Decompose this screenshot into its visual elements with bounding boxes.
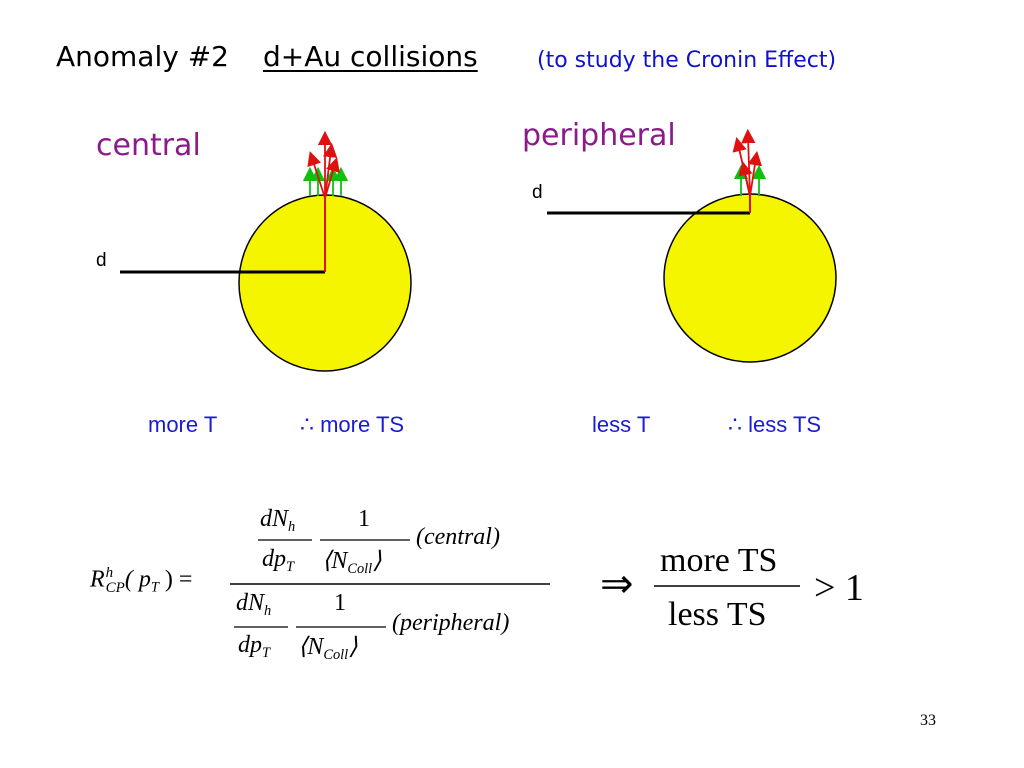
peripheral-nucleus <box>663 193 837 363</box>
den-ncoll: ⟨NColl⟩ <box>298 634 358 664</box>
slide-title: Anomaly #2 d+Au collisions <box>56 40 478 73</box>
den-dp: dpT <box>238 632 271 662</box>
peripheral-d-label: d <box>532 182 543 203</box>
title-main: d+Au collisions <box>263 40 478 73</box>
formula-fraction-bars <box>230 539 800 628</box>
central-diagram <box>120 130 412 372</box>
slide-subtitle: (to study the Cronin Effect) <box>537 48 837 73</box>
central-d-label: d <box>96 250 107 271</box>
den-dN: dNh <box>236 590 272 620</box>
num-one: 1 <box>358 506 370 532</box>
title-prefix: Anomaly #2 <box>56 40 229 73</box>
num-dN: dNh <box>260 506 296 536</box>
peripheral-diagram <box>547 128 837 363</box>
central-caption-left: more T <box>148 412 218 437</box>
den-peripheral: (peripheral) <box>392 610 510 636</box>
result-denominator: less TS <box>668 596 767 633</box>
peripheral-caption-left: less T <box>592 412 651 437</box>
central-label: central <box>96 128 201 163</box>
num-ncoll: ⟨NColl⟩ <box>322 548 382 578</box>
page-number: 33 <box>920 712 936 729</box>
central-caption-right: ∴ more TS <box>300 412 405 437</box>
implies-symbol: ⇒ <box>600 561 634 606</box>
result-numerator: more TS <box>660 542 778 579</box>
peripheral-label: peripheral <box>522 118 676 153</box>
num-dp: dpT <box>262 546 295 576</box>
result-comparison: > 1 <box>814 567 864 609</box>
num-central: (central) <box>416 524 500 550</box>
den-one: 1 <box>334 590 346 616</box>
peripheral-caption-right: ∴ less TS <box>728 412 822 437</box>
central-red-arrows <box>307 130 340 199</box>
peripheral-red-arrows <box>732 128 762 197</box>
